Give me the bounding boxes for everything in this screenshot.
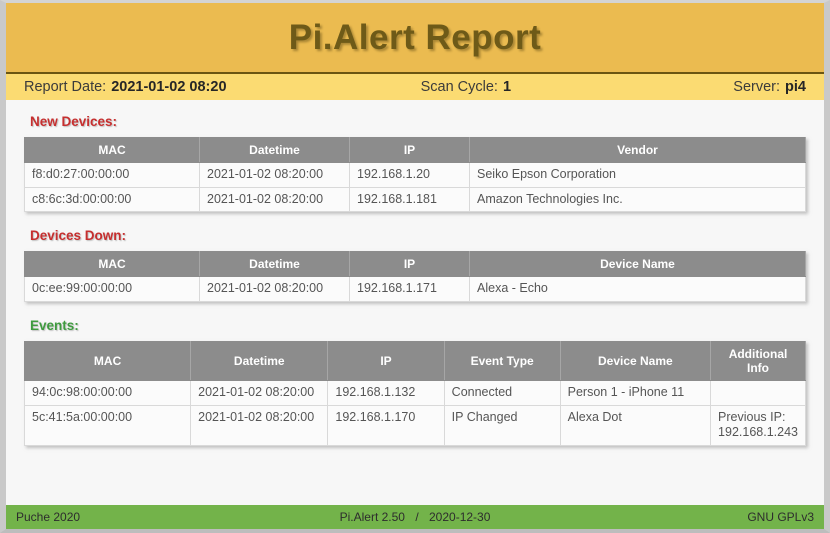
section-events: Events: MAC Datetime IP Event Type Devic… [23,317,806,446]
section-title-events: Events: [30,317,79,333]
cell-datetime: 2021-01-02 08:20:00 [190,404,329,446]
report-header: Pi.Alert Report [6,3,824,72]
cell-device-name: Alexa Dot [559,404,712,446]
cell-event-type: Connected [443,379,561,406]
report-footer: Puche 2020 Pi.Alert 2.50 / 2020-12-30 GN… [6,505,824,529]
cell-vendor: Amazon Technologies Inc. [469,186,806,213]
report-date-group: Report Date: 2021-01-02 08:20 [24,79,321,95]
cell-additional-info: Previous IP: 192.168.1.243 [710,404,806,446]
section-new-devices: New Devices: MAC Datetime IP Vendor f8:d… [24,114,806,213]
footer-app-version: Pi.Alert 2.50 [339,510,405,524]
devices-down-table: MAC Datetime IP Device Name 0c:ee:99:00:… [24,251,806,302]
cell-vendor: Seiko Epson Corporation [469,162,806,188]
cell-event-type: IP Changed [443,404,561,446]
report-meta-bar: Report Date: 2021-01-02 08:20 Scan Cycle… [6,72,824,100]
section-title-devices-down: Devices Down: [30,228,127,244]
column-header-ip: IP [349,251,470,278]
column-header-ip: IP [327,340,445,381]
events-table: MAC Datetime IP Event Type Device Name A… [23,340,806,446]
column-header-datetime: Datetime [199,251,350,278]
footer-author: Puche 2020 [16,510,81,524]
cell-device-name: Alexa - Echo [469,276,806,302]
cell-mac: 0c:ee:99:00:00:00 [24,276,200,302]
new-devices-table: MAC Datetime IP Vendor f8:d0:27:00:00:00… [24,137,806,213]
column-header-mac: MAC [23,340,192,381]
page-title: Pi.Alert Report [288,17,542,57]
footer-version-group: Pi.Alert 2.50 / 2020-12-30 [279,510,550,524]
report-date-value: 2021-01-02 08:20 [111,79,227,95]
scan-cycle-group: Scan Cycle: 1 [321,79,610,95]
table-row: 5c:41:5a:00:00:00 2021-01-02 08:20:00 19… [23,404,806,446]
column-header-device-name: Device Name [559,340,712,381]
column-header-ip: IP [349,137,470,163]
table-header-row: MAC Datetime IP Event Type Device Name A… [23,340,806,381]
section-title-new-devices: New Devices: [30,114,118,129]
column-header-mac: MAC [24,251,200,278]
column-header-datetime: Datetime [190,340,329,381]
cell-ip: 192.168.1.171 [349,276,470,302]
column-header-device-name: Device Name [469,251,806,278]
table-header-row: MAC Datetime IP Vendor [24,137,806,163]
report-body: New Devices: MAC Datetime IP Vendor f8:d… [6,100,824,505]
scan-cycle-label: Scan Cycle: [420,79,498,95]
server-value: pi4 [785,79,806,95]
cell-ip: 192.168.1.132 [327,379,445,406]
column-header-mac: MAC [24,137,200,163]
scan-cycle-value: 1 [502,79,512,95]
table-row: 94:0c:98:00:00:00 2021-01-02 08:20:00 19… [23,379,806,406]
column-header-datetime: Datetime [199,137,350,163]
table-header-row: MAC Datetime IP Device Name [24,251,806,278]
table-row: f8:d0:27:00:00:00 2021-01-02 08:20:00 19… [24,162,806,188]
cell-mac: f8:d0:27:00:00:00 [24,162,200,188]
cell-datetime: 2021-01-02 08:20:00 [199,276,350,302]
footer-build-date: 2020-12-30 [429,510,491,524]
cell-ip: 192.168.1.20 [349,162,470,188]
column-header-additional-info: Additional Info [710,340,806,381]
cell-mac: 94:0c:98:00:00:00 [23,379,192,406]
cell-mac: c8:6c:3d:00:00:00 [24,186,200,213]
cell-mac: 5c:41:5a:00:00:00 [23,404,192,446]
cell-ip: 192.168.1.170 [327,404,445,446]
column-header-event-type: Event Type [443,340,561,381]
section-devices-down: Devices Down: MAC Datetime IP Device Nam… [24,228,806,302]
table-row: c8:6c:3d:00:00:00 2021-01-02 08:20:00 19… [24,186,806,213]
server-group: Server: pi4 [611,79,806,95]
column-header-vendor: Vendor [469,137,806,163]
table-row: 0c:ee:99:00:00:00 2021-01-02 08:20:00 19… [24,276,806,302]
report-date-label: Report Date: [24,79,107,95]
cell-additional-info [710,379,806,406]
cell-datetime: 2021-01-02 08:20:00 [199,186,350,213]
cell-device-name: Person 1 - iPhone 11 [559,379,712,406]
cell-datetime: 2021-01-02 08:20:00 [199,162,350,188]
server-label: Server: [733,79,781,95]
cell-datetime: 2021-01-02 08:20:00 [190,379,329,406]
footer-license: GNU GPLv3 [747,510,814,524]
footer-separator: / [415,510,419,524]
cell-ip: 192.168.1.181 [349,186,470,213]
